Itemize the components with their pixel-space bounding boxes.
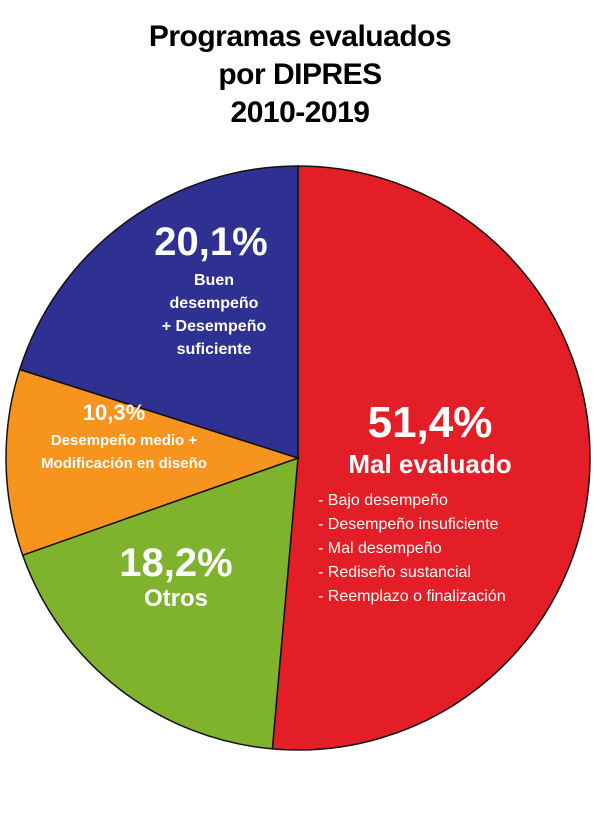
mal-evaluado-item-2: - Desempeño insuficiente xyxy=(318,516,499,533)
slice-label-medio-line-2: Modificación en diseño xyxy=(41,455,207,472)
slice-label-buen-pct: 20,1% xyxy=(154,220,267,264)
mal-evaluado-item-5: - Reemplazo o finalización xyxy=(318,588,506,605)
mal-evaluado-item-4: - Rediseño sustancial xyxy=(318,564,471,581)
slice-label-medio-pct: 10,3% xyxy=(83,400,145,425)
label-group-buen-desempeno: 20,1% Buen desempeño + Desempeño suficie… xyxy=(154,220,267,358)
mal-evaluado-item-3: - Mal desempeño xyxy=(318,540,442,557)
slice-label-buen-line-2: desempeño xyxy=(170,295,259,312)
slice-label-otros-name: Otros xyxy=(144,585,208,612)
title-line-3: 2010-2019 xyxy=(230,96,370,129)
slice-label-buen-line-4: suficiente xyxy=(177,341,252,358)
label-group-otros: 18,2% Otros xyxy=(119,541,232,612)
title-line-2: por DIPRES xyxy=(218,58,382,91)
pie-slices xyxy=(5,165,591,751)
slice-mal-evaluado xyxy=(271,165,591,751)
slice-otros xyxy=(21,456,299,750)
slice-label-otros-pct: 18,2% xyxy=(119,541,232,585)
slice-desempeno-medio xyxy=(5,368,301,557)
slice-label-medio-line-1: Desempeño medio + xyxy=(51,432,198,449)
chart-title: Programas evaluados por DIPRES 2010-2019 xyxy=(0,18,600,132)
slice-label-mal-evaluado-name: Mal evaluado xyxy=(348,449,511,479)
mal-evaluado-item-1: - Bajo desempeño xyxy=(318,492,448,509)
label-group-mal-evaluado: 51,4% Mal evaluado - Bajo desempeño - De… xyxy=(318,398,512,605)
label-group-desempeno-medio: 10,3% Desempeño medio + Modificación en … xyxy=(41,400,207,472)
slice-label-buen-line-3: + Desempeño xyxy=(162,318,267,335)
slice-buen-desempeno xyxy=(18,165,299,460)
title-line-1: Programas evaluados xyxy=(148,20,452,53)
slice-label-buen-line-1: Buen xyxy=(194,272,234,289)
slice-label-mal-evaluado-pct: 51,4% xyxy=(368,398,493,447)
